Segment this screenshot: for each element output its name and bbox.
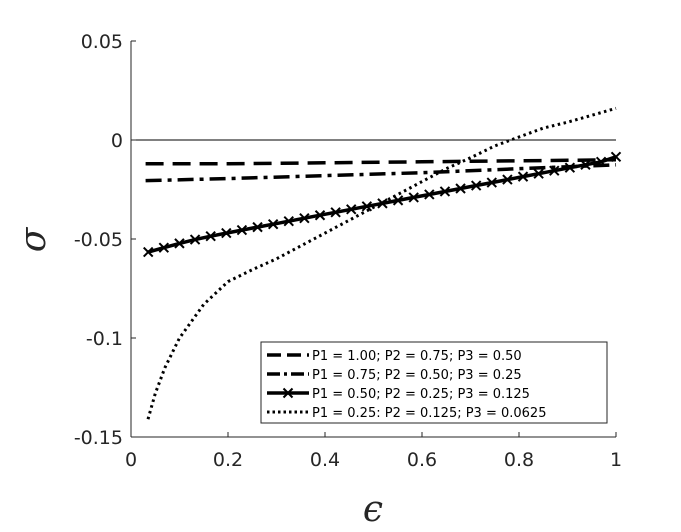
legend-entry: P1 = 0.50; P2 = 0.25; P3 = 0.125 bbox=[267, 387, 530, 402]
x-marker-stroke bbox=[282, 387, 294, 399]
series-point bbox=[595, 156, 607, 167]
x-marker-stroke bbox=[564, 162, 576, 173]
legend-label: P1 = 0.75; P2 = 0.50; P3 = 0.25 bbox=[312, 368, 522, 383]
x-marker-stroke bbox=[236, 224, 248, 236]
x-marker-stroke bbox=[143, 246, 154, 258]
x-marker-stroke bbox=[424, 189, 435, 200]
series-layer bbox=[143, 106, 622, 420]
series-point bbox=[564, 162, 576, 173]
x-marker-stroke bbox=[267, 218, 279, 230]
x-marker-stroke bbox=[580, 159, 591, 170]
x-marker-stroke bbox=[377, 198, 388, 209]
series-line bbox=[146, 106, 617, 420]
series-point bbox=[330, 207, 341, 218]
series-3 bbox=[143, 151, 622, 258]
series-point bbox=[236, 224, 248, 236]
series-point bbox=[283, 215, 294, 227]
x-marker-stroke bbox=[486, 177, 497, 188]
x-marker-stroke bbox=[283, 215, 294, 227]
x-marker-stroke bbox=[174, 238, 185, 249]
legend-box bbox=[260, 341, 608, 424]
series-point bbox=[439, 186, 451, 197]
series-point bbox=[517, 171, 529, 182]
x-marker-stroke bbox=[470, 180, 482, 191]
x-marker-stroke bbox=[502, 174, 513, 185]
y-axis-label: σ bbox=[13, 226, 54, 252]
series-point bbox=[470, 180, 482, 191]
series-point bbox=[580, 159, 591, 170]
x-tick-label: 0.4 bbox=[310, 449, 340, 471]
legend: P1 = 1.00; P2 = 0.75; P3 = 0.50 P1 = 0.75… bbox=[260, 341, 608, 424]
series-point bbox=[486, 177, 497, 188]
x-marker-stroke bbox=[205, 231, 216, 242]
series-point bbox=[158, 242, 170, 253]
series-point bbox=[174, 238, 185, 249]
y-tick-label: -0.15 bbox=[74, 427, 123, 449]
legend-entry: P1 = 0.75; P2 = 0.50; P3 = 0.25 bbox=[267, 368, 522, 383]
series-point bbox=[610, 151, 622, 163]
x-axis-label: ϵ bbox=[363, 489, 383, 530]
series-point bbox=[533, 168, 544, 179]
series-1 bbox=[145, 158, 617, 166]
x-marker-stroke bbox=[610, 151, 622, 163]
x-marker-stroke bbox=[595, 156, 607, 167]
legend-entry: P1 = 0.25: P2 = 0.125; P3 = 0.0625 bbox=[267, 406, 546, 421]
legend-entry: P1 = 1.00; P2 = 0.75; P3 = 0.50 bbox=[267, 349, 522, 364]
series-line bbox=[145, 163, 617, 183]
series-point bbox=[267, 218, 279, 230]
y-tick-label: 0 bbox=[111, 130, 123, 152]
x-marker-stroke bbox=[346, 204, 357, 215]
x-marker-stroke bbox=[299, 213, 310, 224]
series-point bbox=[361, 201, 373, 212]
series-point bbox=[299, 213, 310, 224]
series-point bbox=[408, 192, 419, 203]
x-marker-stroke bbox=[361, 201, 373, 212]
x-tick-label: 0.6 bbox=[407, 449, 437, 471]
x-marker-stroke bbox=[455, 183, 466, 194]
x-marker-stroke bbox=[408, 192, 419, 203]
x-tick-label: 0 bbox=[125, 449, 137, 471]
series-point bbox=[346, 204, 357, 215]
legend-label: P1 = 1.00; P2 = 0.75; P3 = 0.50 bbox=[312, 349, 522, 364]
series-point bbox=[252, 221, 263, 233]
x-marker-stroke bbox=[221, 227, 232, 239]
series-point bbox=[189, 234, 201, 245]
x-marker-stroke bbox=[533, 168, 544, 179]
series-4 bbox=[146, 106, 617, 420]
series-2 bbox=[145, 163, 617, 183]
series-point bbox=[143, 246, 154, 258]
legend-label: P1 = 0.50; P2 = 0.25; P3 = 0.125 bbox=[312, 387, 530, 402]
series-point bbox=[455, 183, 466, 194]
y-tick-label: 0.05 bbox=[81, 31, 123, 53]
x-marker-stroke bbox=[439, 186, 451, 197]
x-marker-stroke bbox=[158, 242, 170, 253]
x-marker-stroke bbox=[252, 221, 263, 233]
series-point bbox=[221, 227, 232, 239]
series-point bbox=[549, 165, 560, 176]
x-marker-stroke bbox=[392, 195, 404, 206]
series-point bbox=[424, 189, 435, 200]
series-point bbox=[502, 174, 513, 185]
y-tick-label: -0.1 bbox=[86, 328, 123, 350]
x-tick-label: 0.2 bbox=[213, 449, 243, 471]
y-tick-label: -0.05 bbox=[74, 229, 123, 251]
series-point bbox=[205, 231, 216, 242]
x-marker-stroke bbox=[314, 210, 326, 221]
x-marker-stroke bbox=[189, 234, 201, 245]
series-point bbox=[377, 198, 388, 209]
series-line bbox=[145, 158, 617, 166]
x-marker-stroke bbox=[517, 171, 529, 182]
legend-marker bbox=[282, 387, 294, 399]
series-point bbox=[314, 210, 326, 221]
legend-label: P1 = 0.25: P2 = 0.125; P3 = 0.0625 bbox=[312, 406, 546, 421]
x-tick-label: 1 bbox=[610, 449, 622, 471]
axes: 0 0.2 0.4 0.6 0.8 1 0.05 0 -0.05 -0.1 -0.15 bbox=[74, 31, 622, 471]
x-tick-label: 0.8 bbox=[504, 449, 534, 471]
x-marker-stroke bbox=[549, 165, 560, 176]
x-marker-stroke bbox=[330, 207, 341, 218]
